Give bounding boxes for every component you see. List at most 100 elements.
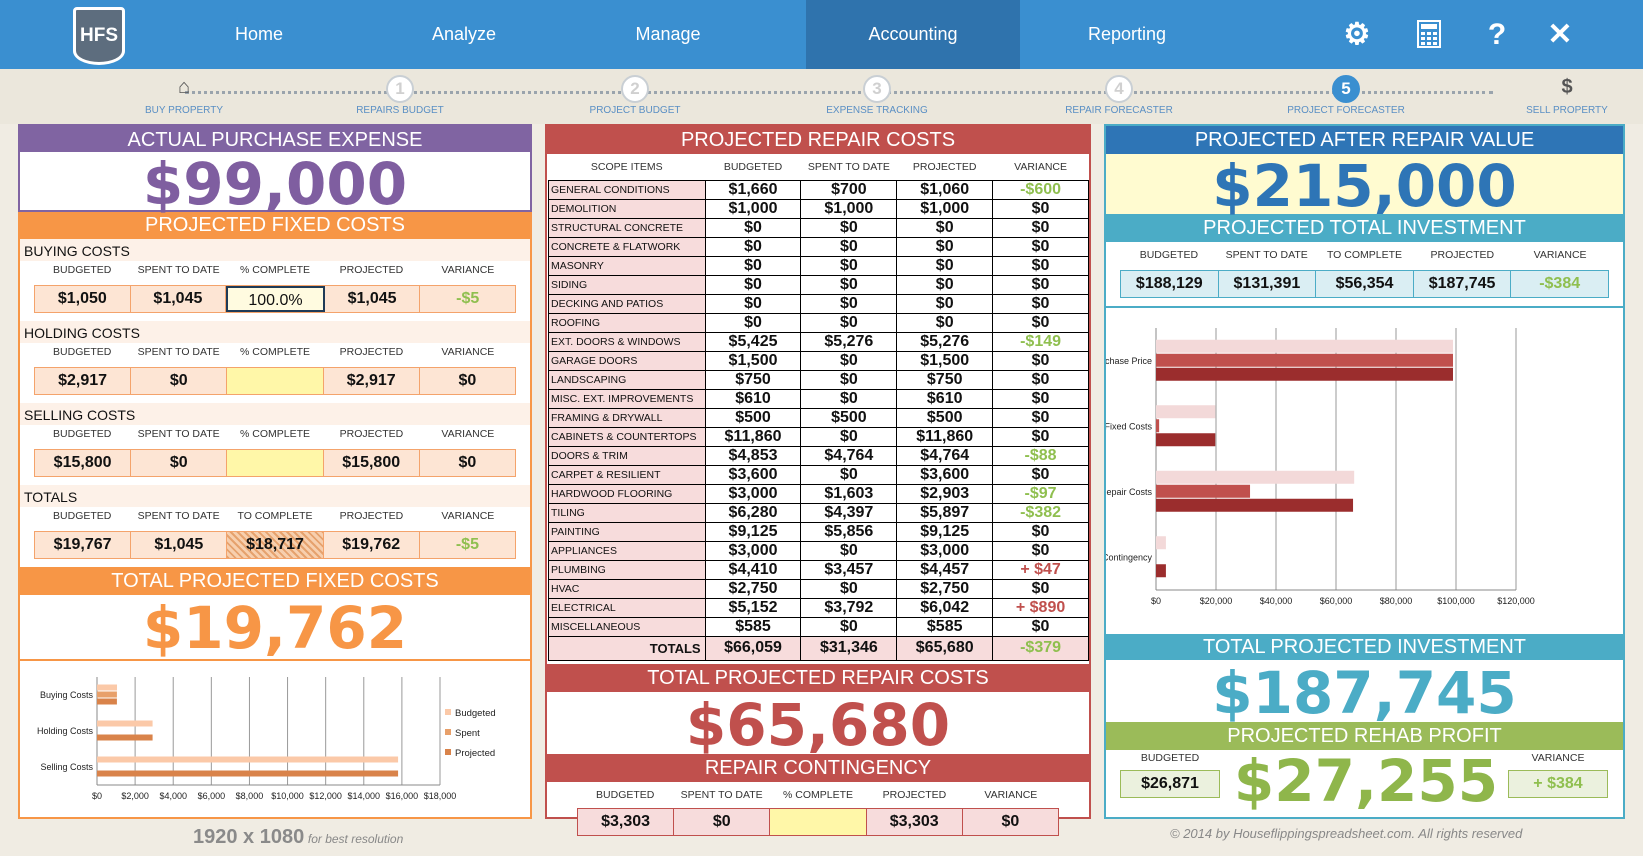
spent-to-date: $0 (800, 540, 898, 561)
x-tick-label: $6,000 (198, 791, 226, 801)
scope-item: ROOFING (548, 312, 706, 333)
bar-budgeted (1156, 339, 1453, 353)
nav-manage[interactable]: Manage (635, 24, 701, 44)
investment-values: $188,129 $131,391 $56,354 $187,745 -$384 (1120, 270, 1609, 298)
spent-to-date: $0 (800, 255, 898, 276)
fixed-costs-panel: ACTUAL PURCHASE EXPENSE $99,000 PROJECTE… (18, 124, 532, 819)
step-3[interactable]: 3 EXPENSE TRACKING (797, 75, 957, 116)
step-2[interactable]: 2 PROJECT BUDGET (555, 75, 715, 116)
profit-variance-label: VARIANCE (1531, 752, 1585, 764)
spent-to-date: $0 (800, 578, 898, 599)
repair-total-projected: $65,680 (896, 635, 994, 661)
budgeted: $5,425 (704, 331, 802, 352)
bar-projected (97, 770, 399, 777)
nav-home[interactable]: Home (234, 24, 283, 44)
projected: $11,860 (896, 426, 994, 447)
fixed-costs-chart-area: $0 $2,000 $4,000 $6,000 $8,000 $10,000 $12,000… (20, 659, 530, 817)
x-tick-label: $8,000 (236, 791, 264, 801)
selling-percent-complete-input[interactable] (227, 450, 324, 476)
contingency-values: $3,303 $0 $3,303 $0 (577, 807, 1059, 836)
bar-projected (1156, 433, 1216, 447)
col-header: % COMPLETE (240, 264, 311, 276)
x-tick-label: $100,000 (1437, 596, 1475, 606)
repair-total-variance: -$379 (992, 635, 1089, 661)
calculator-icon[interactable] (1404, 0, 1454, 69)
projected: $0 (896, 312, 994, 333)
variance: $0 (992, 198, 1089, 219)
bar-projected (1156, 498, 1354, 512)
variance: -$149 (992, 331, 1089, 352)
hfs-logo[interactable]: HFS (73, 7, 125, 65)
legend-label: Projected (455, 748, 495, 759)
variance: + $47 (992, 559, 1089, 580)
projected: $6,042 (896, 597, 994, 618)
variance: $0 (992, 616, 1089, 637)
step-1[interactable]: 1 REPAIRS BUDGET (320, 75, 480, 116)
budgeted: $0 (704, 217, 802, 238)
category-label: Holding Costs (37, 726, 94, 736)
help-icon[interactable]: ? (1487, 18, 1507, 51)
repair-row: PLUMBING $4,410 $3,457 $4,457 + $47 (548, 559, 1089, 580)
bar-budgeted (97, 756, 399, 763)
holding-costs-label: HOLDING COSTS (20, 321, 530, 343)
budgeted: $5,152 (704, 597, 802, 618)
scope-item: ELECTRICAL (548, 597, 706, 618)
col-header: SPENT TO DATE (680, 788, 763, 801)
total-fixed-value: $19,762 (142, 594, 408, 662)
budgeted: $0 (704, 255, 802, 276)
repair-row: STRUCTURAL CONCRETE $0 $0 $0 $0 (548, 217, 1089, 238)
scope-item: CARPET & RESILIENT (548, 464, 706, 485)
step-5[interactable]: 5 PROJECT FORECASTER (1266, 75, 1426, 116)
step-4[interactable]: 4 REPAIR FORECASTER (1039, 75, 1199, 116)
selling-projected: $15,800 (323, 450, 420, 476)
copyright: © 2014 by Houseflippingspreadsheet.com. … (1170, 826, 1523, 841)
step-label: PROJECT FORECASTER (1287, 105, 1405, 116)
scope-item: DECKING AND PATIOS (548, 293, 706, 314)
col-header: SPENT TO DATE (807, 160, 890, 173)
buying-percent-complete-input[interactable]: 100.0% (226, 286, 325, 312)
step-buy-property[interactable]: ⌂ BUY PROPERTY (104, 75, 264, 116)
variance: -$97 (992, 483, 1089, 504)
holding-spent: $0 (131, 368, 228, 394)
holding-costs-values: $2,917 $0 $2,917 $0 (34, 367, 516, 395)
spent-to-date: $0 (800, 274, 898, 295)
projected: $0 (896, 255, 994, 276)
step-sell-property[interactable]: $ SELL PROPERTY (1487, 75, 1643, 116)
holding-variance: $0 (419, 368, 516, 394)
totals-budgeted: $19,767 (35, 532, 132, 558)
variance: $0 (992, 388, 1089, 409)
investment-to-complete: $56,354 (1316, 271, 1414, 297)
holding-percent-complete-input[interactable] (227, 368, 324, 394)
repair-row: DECKING AND PATIOS $0 $0 $0 $0 (548, 293, 1089, 314)
legend-label: Budgeted (455, 708, 496, 719)
projected: $0 (896, 293, 994, 314)
budgeted: $6,280 (704, 502, 802, 523)
projected: $2,750 (896, 578, 994, 599)
step-label: SELL PROPERTY (1526, 105, 1608, 116)
step-number: 2 (621, 75, 649, 103)
col-header: TO COMPLETE (237, 510, 313, 522)
close-icon[interactable]: ✕ (1547, 18, 1573, 51)
step-label: EXPENSE TRACKING (826, 105, 928, 116)
budgeted: $610 (704, 388, 802, 409)
projected: $500 (896, 407, 994, 428)
budgeted: $11,860 (704, 426, 802, 447)
projected: $750 (896, 369, 994, 390)
nav-analyze[interactable]: Analyze (431, 24, 497, 44)
nav-accounting[interactable]: Accounting (806, 0, 1020, 69)
x-tick-label: $2,000 (121, 791, 149, 801)
x-tick-label: $0 (92, 791, 102, 801)
gear-icon[interactable]: ⚙ (1343, 18, 1371, 51)
contingency-spent: $0 (674, 808, 771, 835)
col-header: PROJECTED (339, 264, 404, 276)
x-tick-label: $60,000 (1320, 596, 1353, 606)
bar-spent (1156, 419, 1160, 433)
repair-row: GENERAL CONDITIONS $1,660 $700 $1,060 -$600 (548, 179, 1089, 200)
bar-budgeted (1156, 536, 1166, 550)
projected: $1,060 (896, 179, 994, 200)
nav-reporting[interactable]: Reporting (1087, 24, 1167, 44)
projected: $4,457 (896, 559, 994, 580)
category-label: Selling Costs (40, 762, 93, 772)
contingency-percent-complete-input[interactable] (770, 808, 867, 835)
scope-item: HVAC (548, 578, 706, 599)
